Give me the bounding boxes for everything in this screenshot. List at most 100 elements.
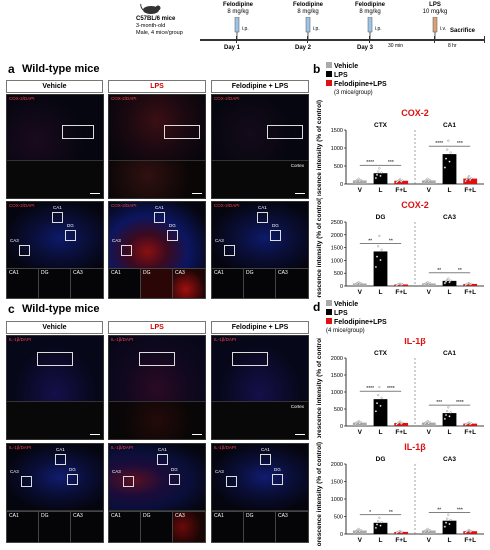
step-3: Felodipine 8 mg/kg (340, 2, 400, 16)
inset-dg-felo: DG (243, 511, 276, 543)
legend-label: Felodipine+LPS (334, 81, 387, 88)
hippocampus-image-lps: IL-1β/DAPI CA1 DG CA3 (108, 443, 206, 511)
inset-label: DG (246, 513, 254, 519)
legend-d: Vehicle LPS Felodipine+LPS (4 mice/group… (326, 300, 387, 336)
data-point (468, 175, 471, 178)
inset-ca1-lps: CA1 (108, 268, 141, 299)
data-point (449, 151, 452, 154)
legend-swatch (326, 62, 332, 68)
inset-ca1-vehicle: CA1 (6, 268, 39, 299)
roi-box (65, 230, 76, 241)
data-point (374, 410, 377, 413)
roi-box (157, 454, 168, 465)
ca3-label: CA3 (10, 469, 19, 474)
x-tick-label: V (427, 537, 432, 544)
bar (463, 178, 478, 184)
roi-box (232, 352, 268, 366)
y-tick-label: 1000 (331, 146, 343, 152)
y-tick-label: 500 (334, 164, 343, 170)
legend-label: Felodipine+LPS (334, 319, 387, 326)
bar (373, 399, 388, 426)
data-point (445, 280, 448, 283)
hippocampus-image-vehicle: COX-2/DAPI CA1 DG CA3 (6, 201, 104, 269)
data-point (464, 179, 467, 183)
y-tick-label: 2500 (331, 220, 343, 226)
chart-cox2-dg-ca3: COX-2 Fluorescence intensity (% of contro… (316, 198, 484, 298)
roi-box (272, 474, 283, 485)
data-point (357, 420, 360, 423)
sig-label: ** (389, 238, 393, 244)
data-point (469, 178, 472, 181)
hippocampus-image-lps: COX-2/DAPI CA1 DG CA3 (108, 201, 206, 269)
x-tick-label: L (448, 289, 452, 296)
stain-label: COX-2/DAPI (9, 203, 35, 208)
data-point (374, 265, 377, 269)
roi-box (267, 125, 303, 139)
panel-a-title: Wild-type mice (22, 63, 100, 75)
data-point (449, 518, 452, 522)
day-3-label: Day 3 (357, 45, 374, 51)
sig-label: ** (437, 268, 441, 274)
x-tick-label: F+L (395, 187, 407, 194)
cortex-image-vehicle: IL-1β/DAPI (6, 335, 104, 402)
y-tick-label: 500 (334, 515, 343, 521)
data-point (446, 517, 449, 520)
legend-swatch (326, 71, 332, 77)
timeline-axis (200, 39, 485, 41)
inset-dg-vehicle: DG (38, 511, 71, 543)
inset-label: CA1 (111, 270, 121, 276)
data-point (380, 396, 383, 399)
sig-label: ** (458, 268, 462, 274)
inset-label: CA1 (9, 270, 19, 276)
data-point (377, 245, 380, 248)
legend-item-vehicle: Vehicle (326, 62, 387, 71)
cortex-zoom-lps (108, 160, 206, 199)
chart-il1b-dg-ca3: IL-1β Fluorescence intensity (% of contro… (316, 442, 484, 546)
data-point (399, 178, 402, 181)
data-point (465, 178, 468, 181)
data-point (448, 415, 451, 418)
bar (373, 173, 388, 184)
data-point (447, 406, 450, 409)
roi-box (164, 125, 200, 139)
data-point (359, 529, 362, 532)
legend-item-lps: LPS (326, 309, 387, 318)
data-point (379, 524, 382, 527)
data-point (379, 174, 382, 177)
step-3-dose: 8 mg/kg (359, 9, 381, 15)
data-point (446, 148, 449, 151)
data-point (426, 177, 429, 180)
syringe-icon (305, 17, 311, 39)
data-point (399, 529, 402, 533)
sig-label: *** (457, 508, 463, 514)
step-2-drug: Felodipine (293, 2, 323, 8)
legend-item-vehicle: Vehicle (326, 300, 387, 309)
data-point (374, 526, 377, 529)
legend-item-felo: Felodipine+LPS (326, 80, 387, 89)
data-point (443, 525, 446, 528)
cortex-image-felo-lps: COX-2/DAPI (211, 94, 309, 161)
dg-label: DG (67, 223, 74, 228)
data-point (468, 528, 471, 531)
data-point (376, 255, 379, 258)
y-tick-label: 0 (340, 424, 343, 430)
y-tick-label: 1500 (331, 246, 343, 252)
y-tick-label: 1500 (331, 480, 343, 486)
data-point (359, 421, 362, 424)
data-point (379, 259, 382, 262)
col-header-vehicle: Vehicle (6, 321, 103, 334)
stain-label: COX-2/DAPI (214, 203, 240, 208)
inset-label: CA3 (73, 270, 83, 276)
ca1-label: CA1 (56, 447, 65, 452)
x-tick-label: V (358, 429, 363, 436)
syringe-icon (432, 17, 438, 39)
data-point (374, 177, 377, 180)
inset-label: CA3 (73, 513, 83, 519)
data-point (399, 420, 402, 423)
legend-item-lps: LPS (326, 71, 387, 80)
x-tick-label: F+L (464, 187, 476, 194)
data-point (470, 530, 473, 533)
inset-label: DG (143, 513, 151, 519)
data-point (443, 166, 446, 169)
stain-label: IL-1β/DAPI (214, 445, 237, 450)
